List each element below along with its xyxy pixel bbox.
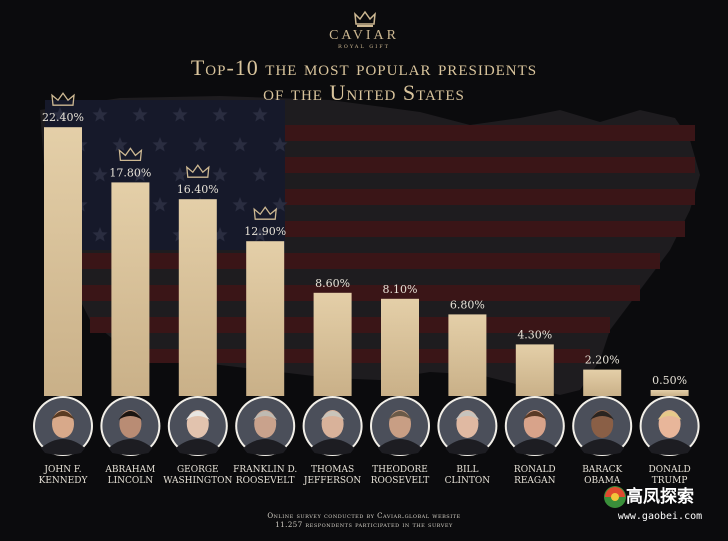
bar-8 <box>583 369 622 396</box>
value-label-0: 22.40% <box>42 111 84 124</box>
category-label-1-1: LINCOLN <box>108 476 154 486</box>
category-label-2-1: WASHINGTON <box>163 476 232 486</box>
bar-3 <box>246 241 285 396</box>
portrait-face-1 <box>119 410 142 438</box>
portrait-hair-3 <box>253 411 278 420</box>
category-label-2-0: GEORGE <box>177 465 219 475</box>
value-label-1: 17.80% <box>109 166 151 179</box>
portrait-suit-8 <box>580 439 625 455</box>
brand-subtitle: ROYAL GIFT <box>337 44 391 50</box>
chart-title-line2: of the United States <box>263 80 465 105</box>
value-label-6: 6.80% <box>450 298 485 311</box>
category-label-5-1: ROOSEVELT <box>371 476 430 486</box>
category-label-9-1: TRUMP <box>652 476 688 486</box>
portrait-hair-0 <box>51 411 75 420</box>
bar-6 <box>448 314 487 396</box>
category-label-8-1: OBAMA <box>584 476 621 486</box>
portrait-face-7 <box>523 410 546 438</box>
category-label-8-0: BARACK <box>582 465 622 475</box>
category-label-0-0: JOHN F. <box>43 465 81 475</box>
bar-0 <box>44 127 82 396</box>
category-label-6-0: BILL <box>456 465 478 475</box>
portrait-face-6 <box>456 410 479 438</box>
bar-1 <box>111 182 150 396</box>
portrait-hair-2 <box>185 411 210 420</box>
crown-icon-0 <box>51 92 75 106</box>
portrait-suit-4 <box>310 439 355 455</box>
bar-5 <box>381 298 419 396</box>
portrait-hair-1 <box>118 411 143 420</box>
bar-7 <box>515 344 554 396</box>
watermark-text: 高凤探索 <box>626 487 694 507</box>
portrait-suit-9 <box>647 439 692 455</box>
portrait-face-4 <box>321 410 344 438</box>
category-label-7-1: REAGAN <box>514 476 556 486</box>
portrait-face-0 <box>52 410 74 438</box>
portrait-hair-7 <box>522 411 547 420</box>
category-label-4-1: JEFFERSON <box>303 476 362 486</box>
portrait-suit-6 <box>445 439 490 455</box>
portrait-hair-8 <box>590 411 615 420</box>
category-label-3-0: FRANKLIN D. <box>233 465 297 475</box>
bar-9 <box>650 390 689 396</box>
value-label-4: 8.60% <box>315 277 350 290</box>
value-label-8: 2.20% <box>585 354 620 367</box>
category-label-9-0: DONALD <box>649 465 691 475</box>
portrait-hair-6 <box>455 411 480 420</box>
value-label-5: 8.10% <box>383 283 418 296</box>
value-label-9: 0.50% <box>652 374 687 387</box>
portrait-hair-4 <box>320 411 345 420</box>
portrait-suit-7 <box>512 439 557 455</box>
portrait-suit-3 <box>243 439 288 455</box>
portrait-suit-1 <box>108 439 153 455</box>
value-label-3: 12.90% <box>244 225 286 238</box>
category-label-4-0: THOMAS <box>311 465 354 475</box>
portrait-hair-9 <box>657 411 682 420</box>
crown-icon-2 <box>185 164 210 178</box>
portrait-suit-2 <box>175 439 220 455</box>
category-label-1-0: ABRAHAM <box>104 465 155 475</box>
survey-note-line2: 11.257 respondents participated in the s… <box>275 521 453 529</box>
category-label-5-0: THEODORE <box>372 465 428 475</box>
category-label-3-1: ROOSEVELT <box>236 476 295 486</box>
crown-icon-3 <box>253 206 278 220</box>
bar-2 <box>178 199 217 396</box>
crown-icon <box>354 10 376 27</box>
value-label-7: 4.30% <box>517 328 552 341</box>
portrait-face-5 <box>389 410 411 438</box>
category-label-7-0: RONALD <box>514 465 556 475</box>
portrait-face-3 <box>254 410 277 438</box>
portrait-face-2 <box>186 410 209 438</box>
watermark-url: www.gaobei.com <box>617 511 703 522</box>
chart-title-line1: Top-10 the most popular presidents <box>190 55 538 80</box>
watermark-logo-icon <box>604 486 626 508</box>
crown-icon-1 <box>118 147 143 162</box>
bar-4 <box>313 292 352 396</box>
portrait-suit-0 <box>41 439 85 455</box>
category-label-6-1: CLINTON <box>445 476 491 486</box>
value-label-2: 16.40% <box>177 183 219 196</box>
watermark: 高凤探索 www.gaobei.com <box>600 482 724 528</box>
portrait-suit-5 <box>378 439 422 455</box>
survey-note-line1: Online survey conducted by Caviar.global… <box>267 512 461 520</box>
portrait-hair-5 <box>388 411 412 420</box>
portrait-face-8 <box>591 410 614 438</box>
brand-name: CAVIAR <box>329 28 399 43</box>
portrait-face-9 <box>658 410 681 438</box>
category-label-0-1: KENNEDY <box>39 476 89 486</box>
